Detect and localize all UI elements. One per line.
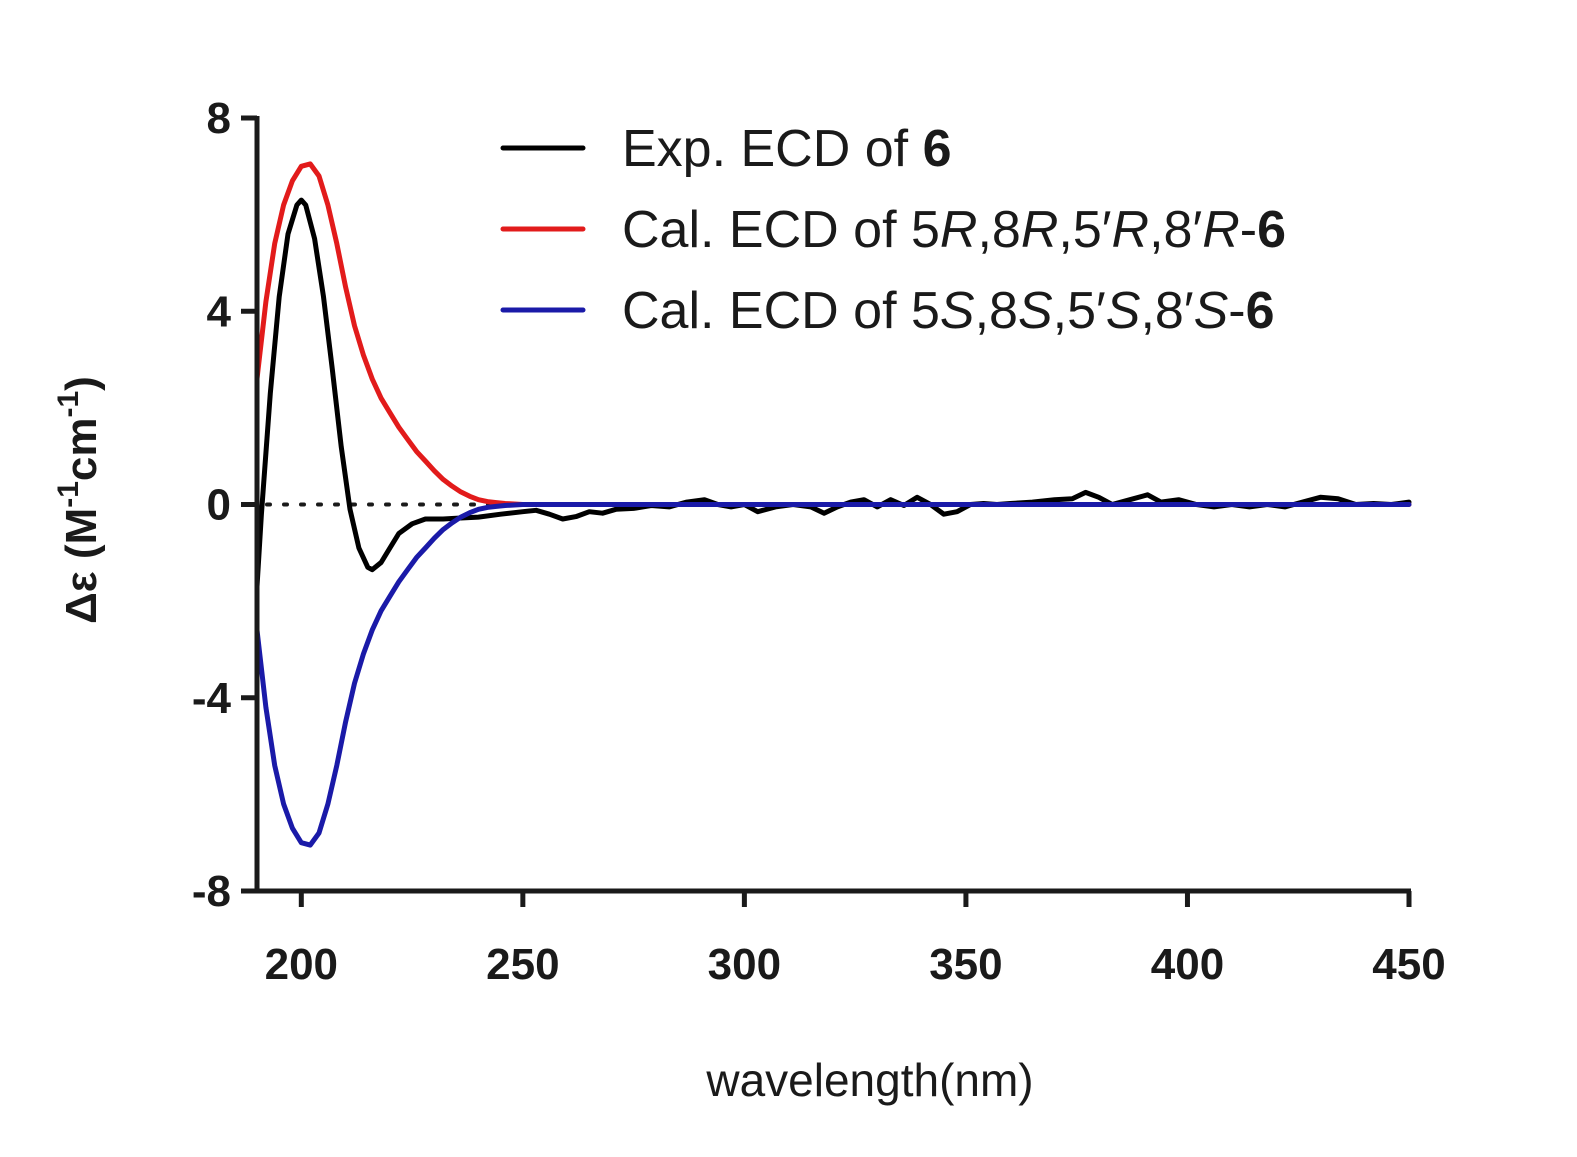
legend-label-part: S [1106,282,1141,340]
series-layer [254,161,1412,848]
legend-label-part: ,8 [975,282,1018,340]
legend-label-part: 6 [1257,201,1286,259]
legend-label-exp: Exp. ECD of 6 [622,120,951,178]
series-line-cal-S [254,502,1412,848]
legend-label-part: R [940,201,978,259]
x-tick-label: 200 [265,940,338,989]
x-tick-label: 400 [1151,940,1224,989]
legend-label-part: ,8 [977,201,1020,259]
legend-label-part: ,8′ [1149,201,1202,259]
legend-label-part: R [1112,201,1150,259]
x-tick-label: 450 [1372,940,1445,989]
legend-label-part: - [1240,201,1257,259]
legend-label-part: ,5′ [1053,282,1106,340]
y-tick-label: 0 [207,481,231,530]
legend-label-part: R [1202,201,1240,259]
legend-label-part: - [1228,282,1245,340]
y-tick-label: -4 [192,674,232,723]
legend-label-part: ,5′ [1058,201,1111,259]
y-axis-title: Δε (M-1cm-1) [52,376,106,624]
series-line-exp [254,197,1412,590]
x-tick-label: 300 [708,940,781,989]
y-tick-label: -8 [192,867,231,916]
legend-label-cal-R: Cal. ECD of 5R,8R,5′R,8′R-6 [622,201,1286,259]
legend-label-part: S [1194,282,1229,340]
legend-label-part: ,8′ [1140,282,1193,340]
x-axis-title: wavelength(nm) [705,1054,1033,1106]
legend-label-part: R [1021,201,1059,259]
legend-label-part: S [1018,282,1053,340]
legend-label-part: 6 [923,120,952,178]
axes-layer: 8 4 0 -4 -8 200 250 300 350 400 450 [192,94,1446,989]
y-tick-label: 4 [207,287,232,336]
legend-label-part: Cal. ECD of 5 [622,282,940,340]
legend-label-part: Cal. ECD of 5 [622,201,940,259]
legend-label-part: S [940,282,975,340]
legend-label-cal-S: Cal. ECD of 5S,8S,5′S,8′S-6 [622,282,1275,340]
y-tick-label: 8 [207,94,231,143]
x-tick-label: 350 [929,940,1002,989]
legend-label-part: 6 [1246,282,1275,340]
legend-label-part: Exp. ECD of [622,120,923,178]
x-tick-label: 250 [486,940,559,989]
